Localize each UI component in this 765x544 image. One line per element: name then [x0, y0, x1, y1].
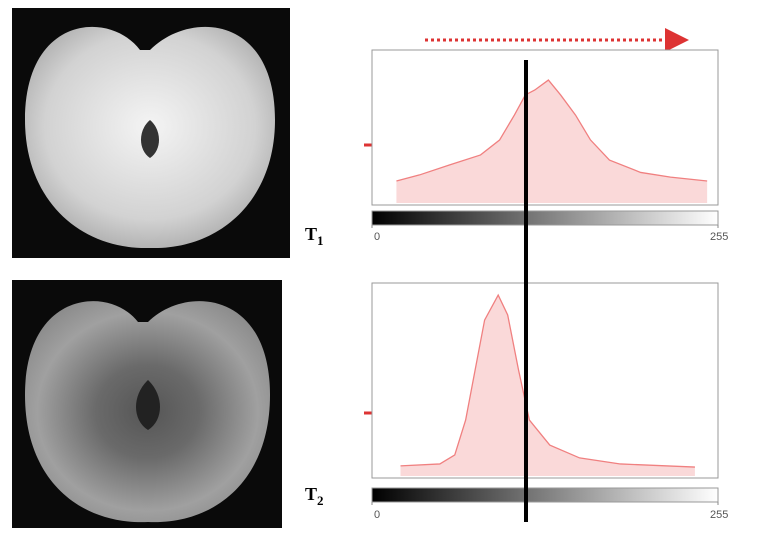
histogram-area	[400, 295, 695, 476]
label-sub: 1	[317, 233, 324, 248]
x-tick-label: 0	[374, 231, 380, 243]
label-main: T	[305, 484, 317, 504]
x-tick-label: 255	[710, 509, 728, 521]
channel-label: T2	[305, 484, 324, 508]
apple-core	[136, 380, 160, 430]
apple-core	[141, 120, 159, 158]
histogram-line	[400, 293, 695, 468]
histogram-line	[396, 79, 708, 182]
x-tick-label: 0	[374, 509, 380, 521]
gray-bar	[371, 487, 719, 503]
plot-box	[371, 282, 719, 479]
label-sub: 2	[317, 493, 324, 508]
plot-box	[371, 49, 719, 206]
x-tick-label: 255	[710, 231, 728, 243]
label-main: T	[305, 224, 317, 244]
gray-bar	[371, 210, 719, 226]
histogram-area	[396, 80, 708, 203]
channel-label: T1	[305, 224, 324, 248]
